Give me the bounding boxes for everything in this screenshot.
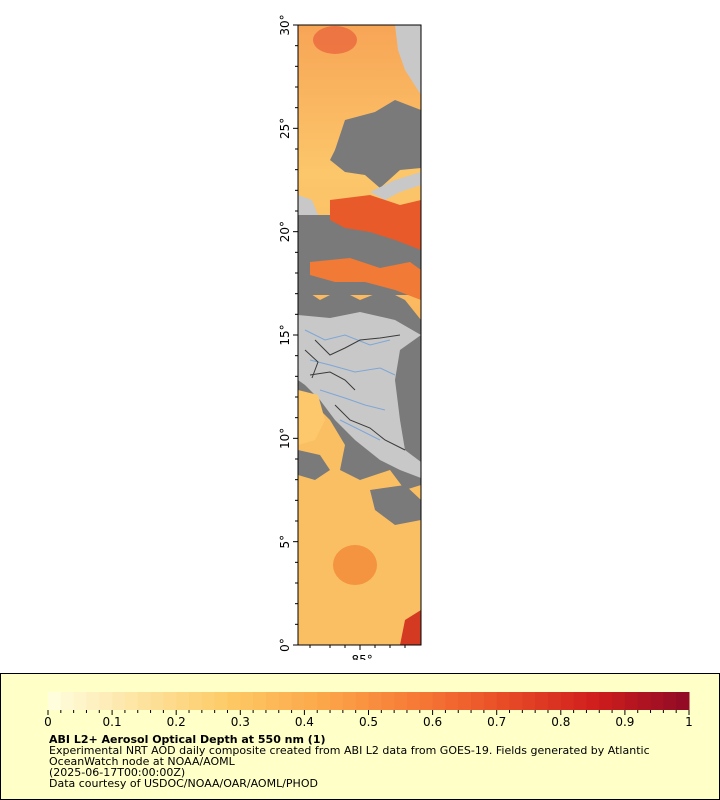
lat-axis: 0° 5° 10° 15° 20° 25° 30°	[278, 14, 298, 652]
colorbar-cell	[573, 692, 587, 710]
colorbar-cell	[99, 692, 113, 710]
colorbar-cell	[317, 692, 331, 710]
colorbar: 0 0.1 0.2 0.3 0.4 0.5 0.6 0.7 0.8 0.9 1	[44, 692, 693, 729]
aod-hotspot-caribbean	[330, 195, 421, 250]
colorbar-cell	[560, 692, 575, 710]
lon-tick-label: -85°	[347, 653, 373, 660]
colorbar-cell	[137, 692, 152, 710]
lat-tick-label: 25°	[278, 118, 292, 139]
lat-tick-label: 0°	[278, 638, 292, 652]
colorbar-cell	[368, 692, 382, 710]
colorbar-cell	[86, 692, 100, 710]
aod-hotspot-2	[310, 258, 421, 300]
colorbar-cell	[522, 692, 536, 710]
colorbar-tick-label: 1	[685, 715, 693, 729]
colorbar-cell	[253, 692, 267, 710]
colorbar-cell	[419, 692, 434, 710]
colorbar-cell	[394, 692, 408, 710]
colorbar-cell	[60, 692, 75, 710]
colorbar-cell	[227, 692, 241, 710]
colorbar-cell	[637, 692, 652, 710]
colorbar-cell	[663, 692, 677, 710]
no-data-south-1	[370, 485, 421, 525]
colorbar-cell	[330, 692, 344, 710]
colorbar-cell	[201, 692, 216, 710]
colorbar-cell	[547, 692, 562, 710]
aod-map: 0° 5° 10° 15° 20° 25° 30° -85°	[278, 14, 422, 660]
land-yucatan	[370, 172, 421, 200]
colorbar-cell	[342, 692, 357, 710]
colorbar-cell	[278, 692, 293, 710]
legend-panel: 0 0.1 0.2 0.3 0.4 0.5 0.6 0.7 0.8 0.9 1 ABI L2+ Ae…	[0, 673, 720, 800]
aod-hotspot-corner	[400, 610, 421, 645]
colorbar-cell	[599, 692, 613, 710]
colorbar-cell	[124, 692, 139, 710]
colorbar-cell	[163, 692, 177, 710]
lat-tick-label: 20°	[278, 221, 292, 242]
map-figure: 0° 5° 10° 15° 20° 25° 30° -85°	[278, 14, 422, 660]
colorbar-cell	[458, 692, 472, 710]
colorbar-cell	[676, 692, 690, 710]
caption-title: ABI L2+ Aerosol Optical Depth at 550 nm …	[49, 733, 326, 746]
rivers	[304, 329, 396, 441]
colorbar-cell	[176, 692, 190, 710]
aod-patch-west	[298, 390, 325, 445]
aod-hotspot-north	[313, 26, 357, 54]
colorbar-cell	[291, 692, 305, 710]
colorbar-cell	[496, 692, 511, 710]
caption-line4: Data courtesy of USDOC/NOAA/OAR/AOML/PHO…	[49, 777, 318, 790]
aod-hotspot-south	[333, 545, 377, 585]
colorbar-tick-label: 0.6	[423, 715, 442, 729]
colorbar-cell	[612, 692, 626, 710]
colorbar-cell	[381, 692, 395, 710]
colorbar-cell	[240, 692, 254, 710]
colorbar-tick-label: 0.2	[167, 715, 186, 729]
colorbar-cell	[112, 692, 126, 710]
colorbar-cell	[432, 692, 446, 710]
no-data-south-2	[298, 450, 330, 480]
colorbar-cell	[265, 692, 280, 710]
colorbar-cell	[189, 692, 203, 710]
lat-tick-label: 10°	[278, 428, 292, 449]
caption-line3: (2025-06-17T00:00:00Z)	[49, 766, 186, 779]
country-borders	[304, 334, 406, 451]
colorbar-cell	[445, 692, 459, 710]
lon-axis: -85°	[309, 645, 406, 660]
colorbar-cell	[509, 692, 523, 710]
lat-tick-label: 5°	[278, 535, 292, 549]
colorbar-cell	[150, 692, 164, 710]
colorbar-cell	[355, 692, 369, 710]
land-north	[395, 25, 421, 95]
colorbar-tick-label: 0.3	[231, 715, 250, 729]
colorbar-tick-label: 0.8	[551, 715, 570, 729]
colorbar-cell	[650, 692, 664, 710]
colorbar-cell	[304, 692, 318, 710]
colorbar-tick-label: 0.7	[487, 715, 506, 729]
colorbar-cell	[586, 692, 600, 710]
colorbar-tick-label: 0.4	[295, 715, 314, 729]
no-data-patch	[335, 112, 405, 175]
colorbar-tick-label: 0.1	[103, 715, 122, 729]
aod-field-south	[298, 395, 421, 645]
colorbar-cell	[471, 692, 485, 710]
colorbar-tick-label: 0.9	[615, 715, 634, 729]
caption-line1: Experimental NRT AOD daily composite cre…	[49, 744, 650, 757]
caption-line2: OceanWatch node at NOAA/AOML	[49, 755, 235, 768]
colorbar-cell	[483, 692, 498, 710]
lat-tick-label: 30°	[278, 14, 292, 35]
colorbar-cell	[48, 692, 62, 710]
colorbar-cell	[406, 692, 421, 710]
colorbar-tick-label: 0	[44, 715, 52, 729]
colorbar-cell	[535, 692, 549, 710]
colorbar-cell	[624, 692, 639, 710]
lat-tick-label: 15°	[278, 324, 292, 345]
colorbar-tick-label: 0.5	[359, 715, 378, 729]
colorbar-cell	[214, 692, 228, 710]
colorbar-cell	[73, 692, 87, 710]
